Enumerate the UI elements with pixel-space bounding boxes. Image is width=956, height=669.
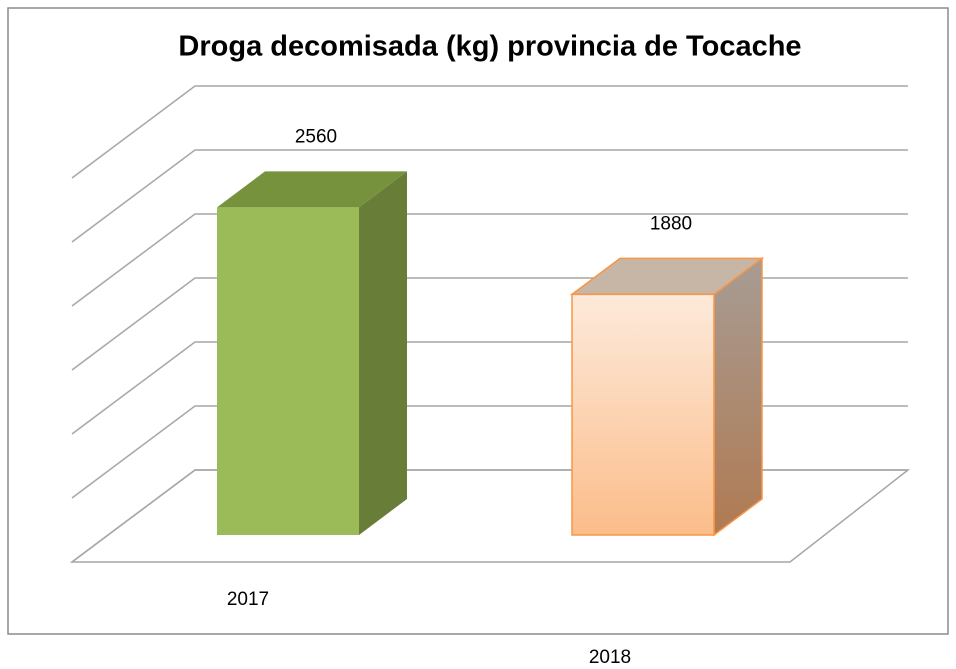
bar <box>569 256 765 537</box>
floor <box>69 469 911 563</box>
grid-line <box>71 85 908 179</box>
bar-side <box>713 256 763 537</box>
data-label: 1880 <box>650 213 692 234</box>
bar-front <box>217 207 359 535</box>
chart-title: Droga decomisada (kg) provincia de Tocac… <box>178 31 801 63</box>
x-tick-label: 2018 <box>589 647 631 668</box>
bar-front <box>571 293 715 536</box>
grid-line <box>71 213 908 307</box>
bar <box>217 171 407 535</box>
bar-top <box>217 171 407 208</box>
x-tick-label: 2017 <box>227 589 269 610</box>
grid-line <box>71 149 908 243</box>
data-label: 2560 <box>295 126 337 147</box>
bar-side <box>359 171 407 535</box>
